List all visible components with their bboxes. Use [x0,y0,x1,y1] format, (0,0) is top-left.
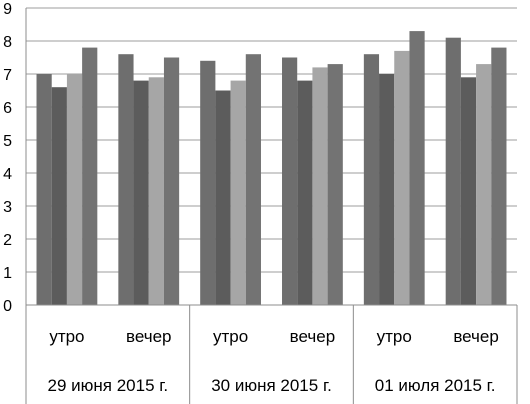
bar [200,60,216,305]
y-tick-label: 8 [3,34,12,51]
y-tick-label: 0 [3,298,12,315]
bar [215,90,231,305]
y-tick-label: 2 [3,232,12,249]
x-axis-labels: утро вечер утро вечер утро вечер 29 июня 2015 … [48,327,499,395]
x-group-label: 29 июня 2015 г. [48,376,169,395]
y-tick-label: 6 [3,100,12,117]
bar [379,74,395,305]
bar [163,57,180,305]
x-category-label: вечер [453,327,499,346]
bar [66,74,83,305]
bar [245,54,261,306]
bar [312,67,328,306]
y-tick-label: 3 [3,199,12,216]
y-tick-label: 1 [3,265,12,282]
x-category-label: утро [377,327,412,346]
bar [36,74,52,305]
bar [82,47,98,305]
y-tick-label: 7 [3,67,12,84]
bar-marks [36,31,507,306]
bar [476,64,492,305]
bar [394,50,410,306]
y-tick-label: 9 [3,1,12,18]
bar [282,57,298,305]
x-category-label: вечер [290,327,336,346]
x-group-label: 30 июня 2015 г. [211,376,332,395]
bar [491,47,507,305]
bar [51,87,67,305]
bar [327,64,343,305]
x-group-label: 01 июля 2015 г. [375,376,496,395]
bar [133,80,149,305]
axes [25,8,518,404]
bar [118,54,134,306]
x-category-label: утро [213,327,248,346]
bar [148,77,164,305]
bar [230,80,246,305]
bar [363,54,380,306]
y-tick-label: 4 [3,166,12,183]
y-axis-tick-labels: 0 1 2 3 4 5 6 7 8 9 [3,1,12,315]
x-category-label: вечер [126,327,172,346]
bar [297,80,313,305]
bar [409,31,425,305]
bar [445,37,461,305]
bar [460,77,477,305]
grid-lines [26,7,517,273]
x-category-label: утро [49,327,84,346]
y-tick-label: 5 [3,133,12,150]
